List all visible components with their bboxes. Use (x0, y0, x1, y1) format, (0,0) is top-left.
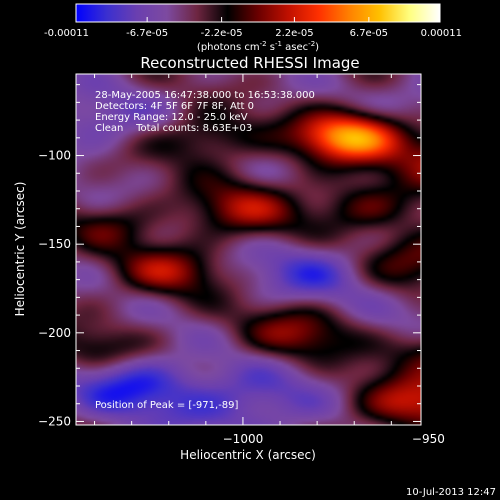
annotation-time-range: 28-May-2005 16:47:38.000 to 16:53:38.000 (95, 90, 315, 101)
colorbar-tick-label: 6.7e-05 (350, 28, 388, 39)
annotation-energy-range: Energy Range: 12.0 - 25.0 keV (95, 112, 248, 123)
solar-limb-line (477, 74, 500, 425)
colorbar-tick-label: 2.2e-05 (275, 28, 313, 39)
colorbar-tick-label: -6.7e-05 (126, 28, 168, 39)
colorbar-ticks (75, 17, 441, 22)
annotation-clean-counts: Clean Total counts: 8.63E+03 (95, 123, 252, 134)
colorbar-tick-label: -0.00011 (44, 28, 89, 39)
y-tick-label: −250 (38, 414, 71, 428)
heatmap-image (76, 74, 421, 425)
colorbar-tick-label: 0.00011 (421, 28, 462, 39)
annotation-peak-position: Position of Peak = [-971,-89] (95, 400, 239, 411)
x-axis-ticks: −1000−950−900 (94, 74, 445, 446)
annotation-detectors: Detectors: 4F 5F 6F 7F 8F, Att 0 (95, 101, 254, 112)
plot-frame (75, 73, 422, 426)
y-tick-label: −150 (38, 237, 71, 251)
x-tick-label: −1000 (223, 432, 264, 446)
y-tick-label: −100 (38, 149, 71, 163)
y-axis-label: Heliocentric Y (arcsec) (13, 182, 27, 317)
x-tick-label: −950 (412, 432, 445, 446)
colorbar-tick-labels: -0.00011 -6.7e-05 -2.2e-05 2.2e-05 6.7e-05 0.… (44, 28, 462, 39)
timestamp: 10-Jul-2013 12:47 (406, 487, 496, 498)
colorbar-unit-label: (photons cm-2 s-1 asec-2) (197, 40, 319, 53)
colorbar-tick-label: -2.2e-05 (201, 28, 243, 39)
colorbar (75, 3, 441, 23)
y-axis-ticks: −100 −150 −200 −250 (38, 84, 421, 428)
x-axis-label: Heliocentric X (arcsec) (180, 448, 316, 462)
chart-title: Reconstructed RHESSI Image (140, 54, 359, 72)
y-tick-label: −200 (38, 326, 71, 340)
annotation-block: 28-May-2005 16:47:38.000 to 16:53:38.000… (95, 90, 315, 411)
